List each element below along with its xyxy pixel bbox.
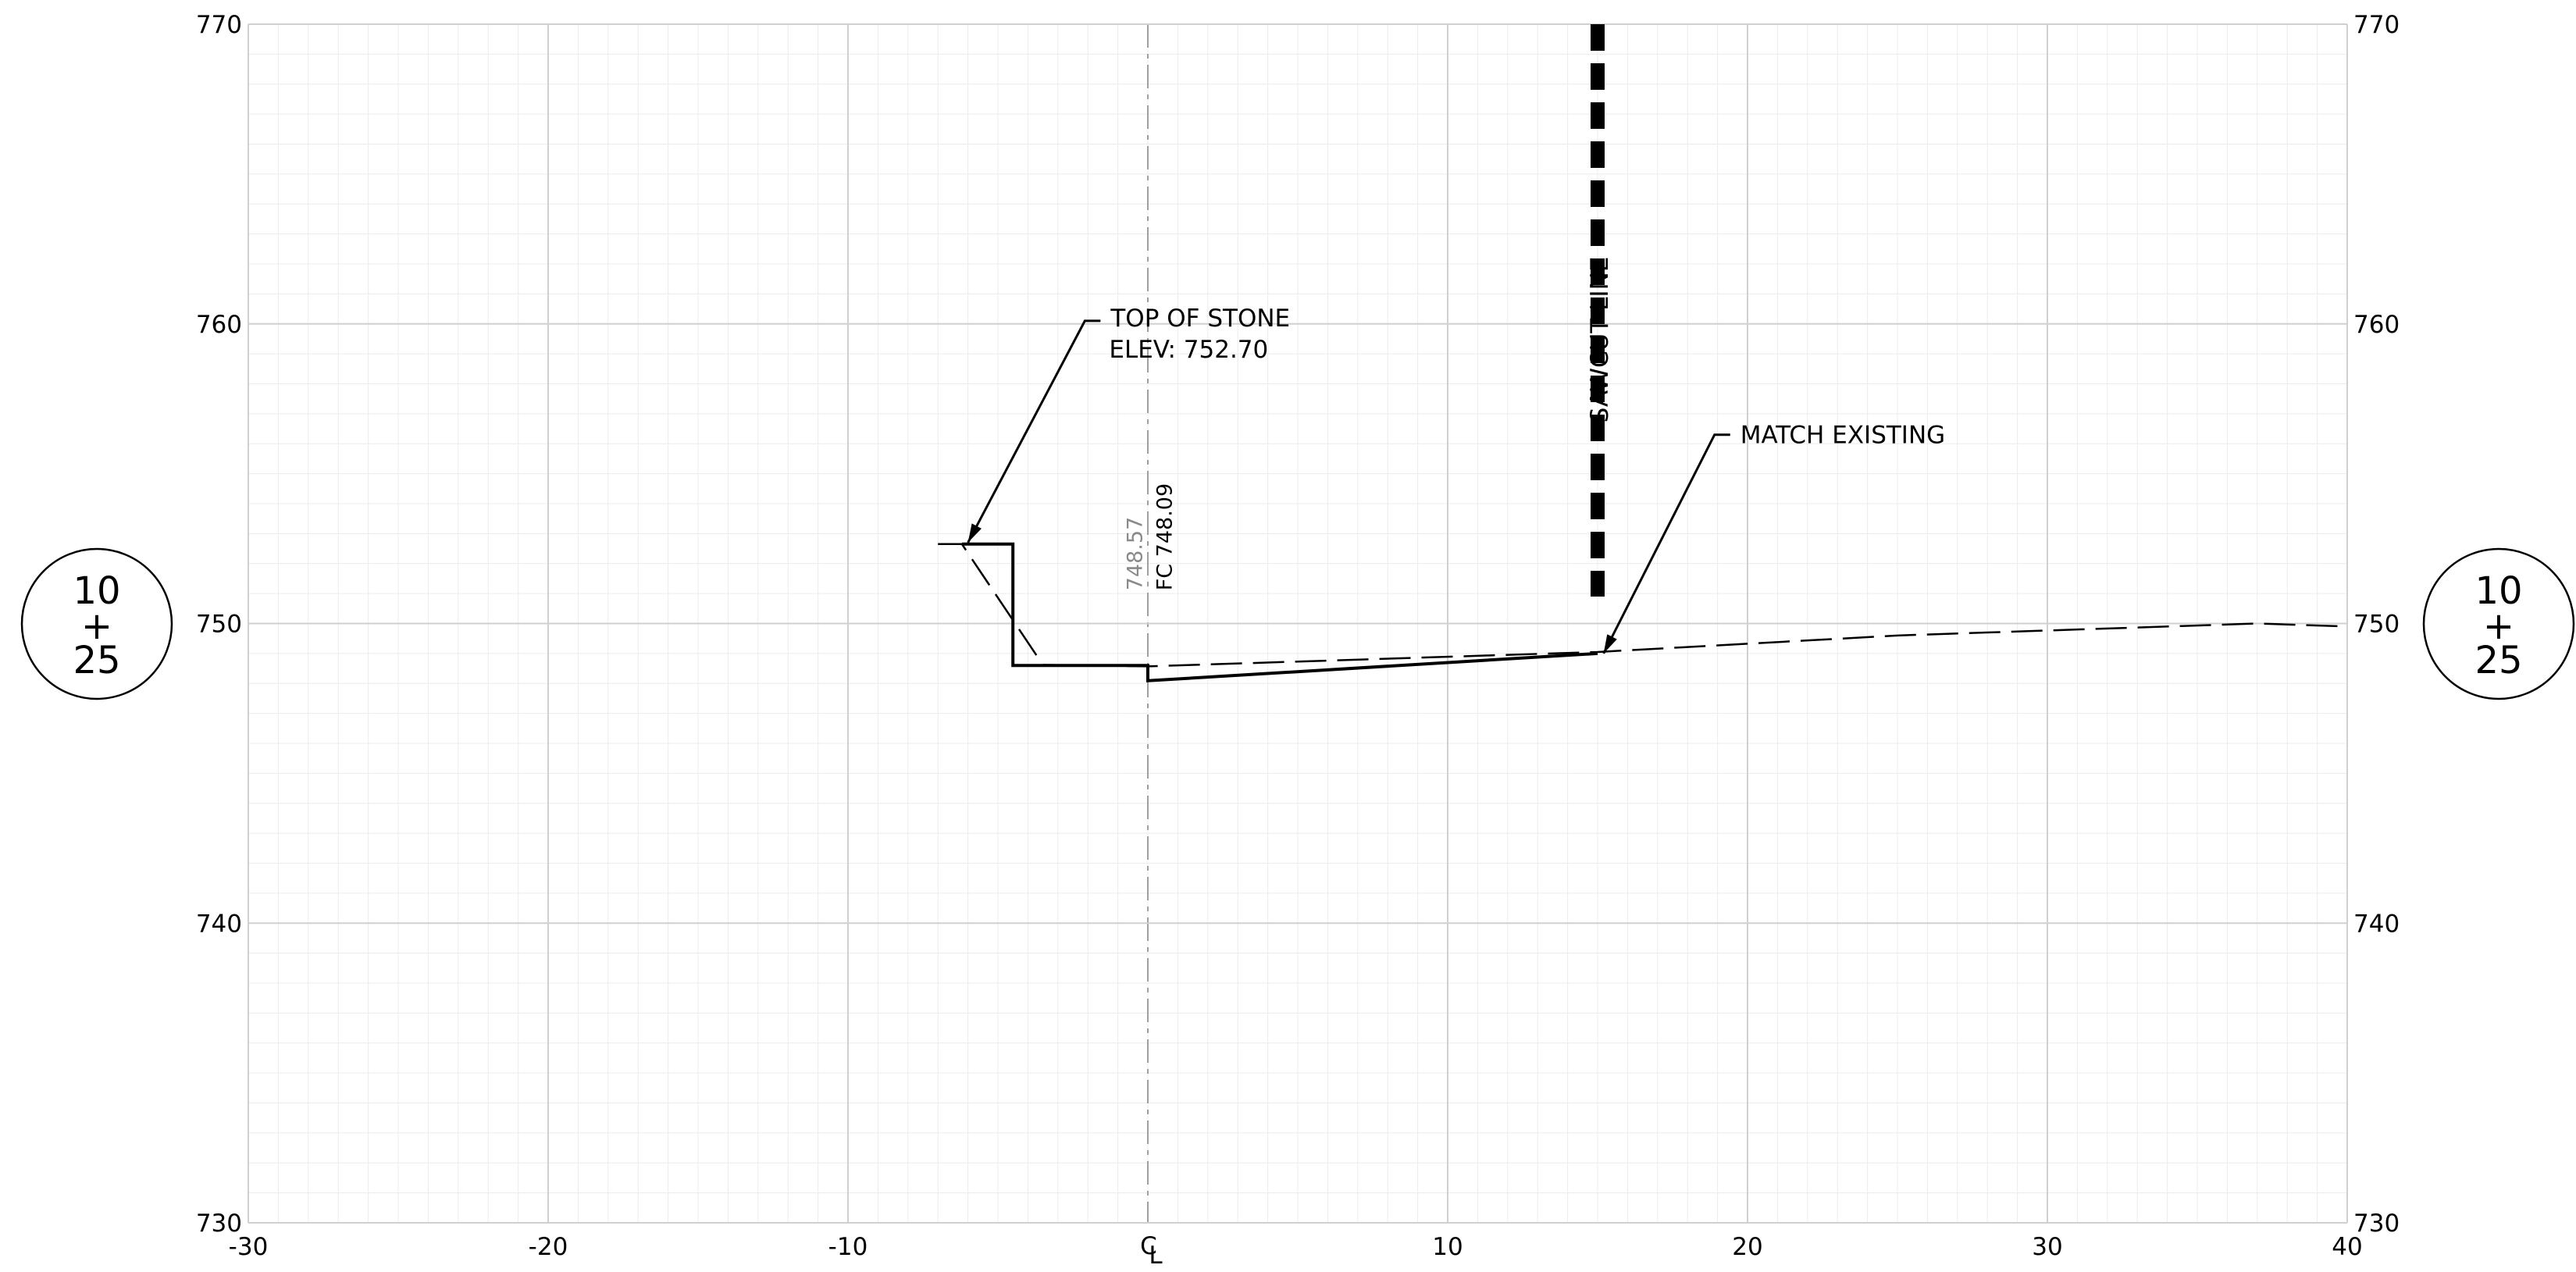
major-grid [248,23,2348,1224]
y-axis-labels-right: 730 740 750 760 770 [2353,11,2400,1238]
y-tick-label-right: 760 [2353,311,2400,339]
x-axis-labels: -30 -20 -10 10 20 30 40 [229,1233,2363,1261]
station-offset-right: 25 [2474,639,2522,682]
x-tick-label: 10 [1432,1233,1463,1261]
centerline-l: L [1149,1242,1163,1270]
station-number-left: 10 [73,569,120,613]
x-tick-label: 40 [2332,1233,2362,1261]
station-plus-right: + [2483,604,2514,648]
y-tick-label-left: 750 [196,611,242,639]
proposed-profile [961,542,1598,682]
top-of-stone-elevation: ELEV: 752.70 [1109,336,1268,364]
top-of-stone-label: TOP OF STONE [1110,305,1290,333]
station-bubble-left: 10 + 25 [20,547,173,700]
y-tick-label-right: 730 [2353,1210,2400,1238]
y-tick-label-right: 750 [2353,611,2400,639]
top-of-stone-leader [967,319,1101,543]
y-tick-label-left: 760 [196,311,242,339]
x-tick-label: -10 [828,1233,868,1261]
flow-line-elevation-label: FC 748.09 [1153,483,1178,590]
existing-elevation-label: 748.57 [1123,517,1147,590]
station-bubble-right: 10 + 25 [2422,547,2575,700]
x-tick-label: 20 [1732,1233,1762,1261]
station-plus-left: + [81,604,112,648]
y-tick-label-left: 770 [196,11,242,39]
y-tick-label-left: 740 [196,910,242,938]
top-of-stone-arrowhead [967,523,982,543]
match-existing-arrowhead [1603,634,1617,654]
x-tick-label: -30 [229,1233,269,1261]
x-tick-label: 30 [2032,1233,2062,1261]
x-tick-label: -20 [529,1233,568,1261]
centerline-c: C [1140,1232,1157,1260]
sawcut-label: SAWCUT LINE [1586,257,1614,423]
match-existing-leader [1602,433,1730,654]
y-axis-labels-left: 730 740 750 760 770 [196,11,242,1238]
match-existing-label: MATCH EXISTING [1740,422,1945,450]
y-tick-label-right: 740 [2353,910,2400,938]
station-number-right: 10 [2474,569,2522,613]
y-tick-label-right: 770 [2353,11,2400,39]
station-offset-left: 25 [73,639,120,682]
y-tick-label-left: 730 [196,1210,242,1238]
existing-ground-profile [938,543,2348,668]
